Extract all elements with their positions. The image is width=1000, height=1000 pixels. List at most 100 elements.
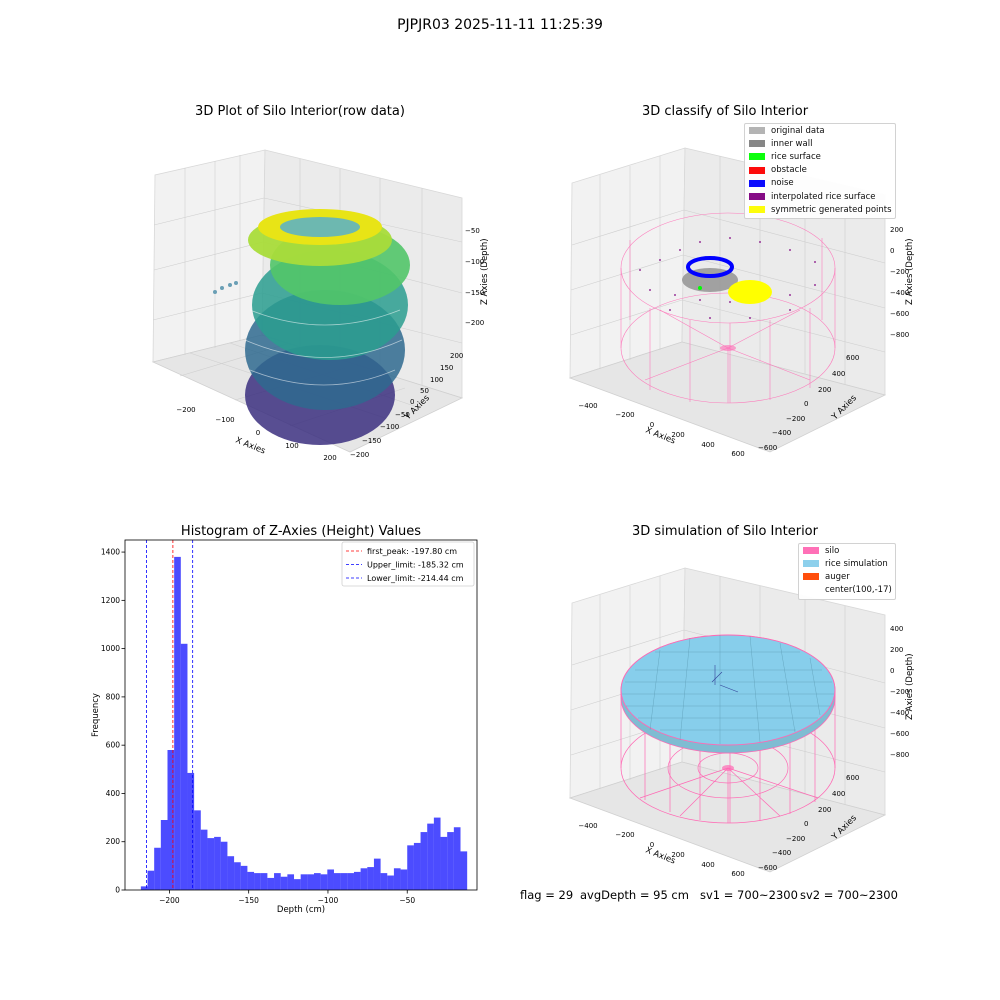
- histogram-bar: [180, 643, 188, 890]
- legend-item: noise: [745, 177, 895, 190]
- figure-title: PJPJR03 2025-11-11 11:25:39: [397, 17, 603, 33]
- z-tick: −800: [890, 331, 909, 339]
- histogram-bar: [254, 873, 261, 890]
- noise-cloud: [686, 256, 734, 278]
- z-tick: −200: [890, 268, 909, 276]
- legend-swatch: [803, 573, 819, 581]
- histogram-bar: [440, 836, 448, 890]
- y-tick-label: 1200: [101, 596, 120, 605]
- histogram-bar: [147, 870, 155, 890]
- histogram-bar: [227, 856, 235, 890]
- x-tick: 600: [731, 450, 744, 458]
- histogram-bar: [393, 868, 401, 890]
- legend-item: rice surface: [745, 150, 895, 163]
- z-tick: −200: [465, 319, 484, 327]
- x-tick: 200: [671, 851, 684, 859]
- histogram-bar: [307, 874, 315, 890]
- legend-label: Lower_limit: -214.44 cm: [367, 574, 464, 583]
- legend-label: Upper_limit: -185.32 cm: [367, 561, 464, 570]
- histogram-bar: [407, 845, 414, 890]
- x-tick: 200: [323, 454, 336, 462]
- y-tick: −400: [772, 849, 791, 857]
- z-tick: −600: [890, 310, 909, 318]
- y-tick-label: 400: [106, 789, 121, 798]
- y-tick: −50: [395, 411, 410, 419]
- x-tick-label: −150: [238, 896, 259, 905]
- y-tick: 0: [804, 400, 808, 408]
- legend-item: silo: [799, 544, 895, 557]
- raw-3d-plot: −200 −100 0 100 200 200 150 100 50 0 −50…: [151, 149, 490, 462]
- z-tick: −800: [890, 751, 909, 759]
- legend-item: auger: [799, 570, 895, 583]
- z-tick: 0: [890, 667, 894, 675]
- y-tick-label: 0: [115, 886, 120, 895]
- legend-label: rice simulation: [825, 558, 888, 569]
- histogram-bar: [380, 873, 388, 890]
- z-tick: −50: [465, 227, 480, 235]
- z-tick: −600: [890, 730, 909, 738]
- y-tick-label: 1400: [101, 548, 120, 557]
- histogram-bar: [240, 865, 248, 890]
- histogram-bar: [400, 869, 408, 890]
- legend-label: first_peak: -197.80 cm: [367, 547, 457, 556]
- histogram-bar: [274, 873, 281, 890]
- histogram-bar: [327, 869, 334, 890]
- z-axis-label: Z Axies (Depth): [905, 238, 915, 305]
- status-line: flag = 29 avgDepth = 95 cm sv1 = 700~230…: [0, 888, 1000, 908]
- y-tick: −100: [380, 423, 399, 431]
- sv2-text: sv2 = 700~2300: [800, 888, 898, 902]
- histogram-bar: [140, 886, 148, 890]
- legend-label: auger: [825, 571, 850, 582]
- y-tick: −200: [786, 415, 805, 423]
- histogram-bar: [267, 877, 275, 890]
- z-tick: −150: [465, 289, 484, 297]
- histogram-bar: [413, 842, 421, 890]
- z-tick: 200: [890, 646, 903, 654]
- histogram-bar: [187, 772, 195, 890]
- interpolated-surface-points: [639, 237, 816, 319]
- y-tick-label: 800: [106, 692, 121, 701]
- y-tick: 0: [804, 820, 808, 828]
- y-tick: −200: [786, 835, 805, 843]
- x-tick: −400: [578, 822, 597, 830]
- y-tick: 100: [430, 376, 443, 384]
- x-tick: −200: [615, 411, 634, 419]
- y-tick: 600: [846, 354, 859, 362]
- z-tick: 400: [890, 625, 903, 633]
- x-tick: 0: [256, 429, 260, 437]
- legend-label: symmetric generated points: [771, 204, 892, 215]
- y-tick: 50: [420, 387, 429, 395]
- y-tick-label: 600: [106, 741, 121, 750]
- legend-label: inner wall: [771, 138, 813, 149]
- x-tick: 0: [650, 841, 654, 849]
- y-tick-label: 200: [106, 837, 121, 846]
- histogram-bar: [280, 876, 288, 890]
- y-tick: −200: [350, 451, 369, 459]
- legend-item: symmetric generated points: [745, 203, 895, 216]
- z-tick: −400: [890, 289, 909, 297]
- histogram-bar: [433, 817, 441, 890]
- histogram-bar: [220, 841, 228, 890]
- x-axis-label: Depth (cm): [277, 905, 325, 915]
- histogram-bar: [247, 871, 255, 890]
- legend-item: interpolated rice surface: [745, 190, 895, 203]
- x-tick: 200: [671, 431, 684, 439]
- y-tick: −400: [772, 429, 791, 437]
- y-tick: 600: [846, 774, 859, 782]
- histogram-legend: [341, 541, 475, 587]
- z-tick: 200: [890, 226, 903, 234]
- x-tick: −200: [176, 406, 195, 414]
- y-tick: 150: [440, 364, 453, 372]
- histogram-bar: [300, 874, 308, 890]
- histogram-bar: [340, 873, 348, 890]
- simulation-3d-plot: −400 −200 0 200 400 600 600 400 200 0 −2…: [568, 567, 915, 878]
- z-tick: −400: [890, 709, 909, 717]
- legend-swatch: [749, 206, 765, 214]
- y-tick: −600: [758, 864, 777, 872]
- legend-label: noise: [771, 178, 794, 189]
- histogram-bar: [200, 829, 208, 890]
- legend-swatch: [749, 127, 765, 135]
- z-axis-label: Z Axies (Depth): [480, 238, 490, 305]
- raw-point-cloud: [213, 209, 410, 445]
- histogram-bar: [160, 820, 168, 890]
